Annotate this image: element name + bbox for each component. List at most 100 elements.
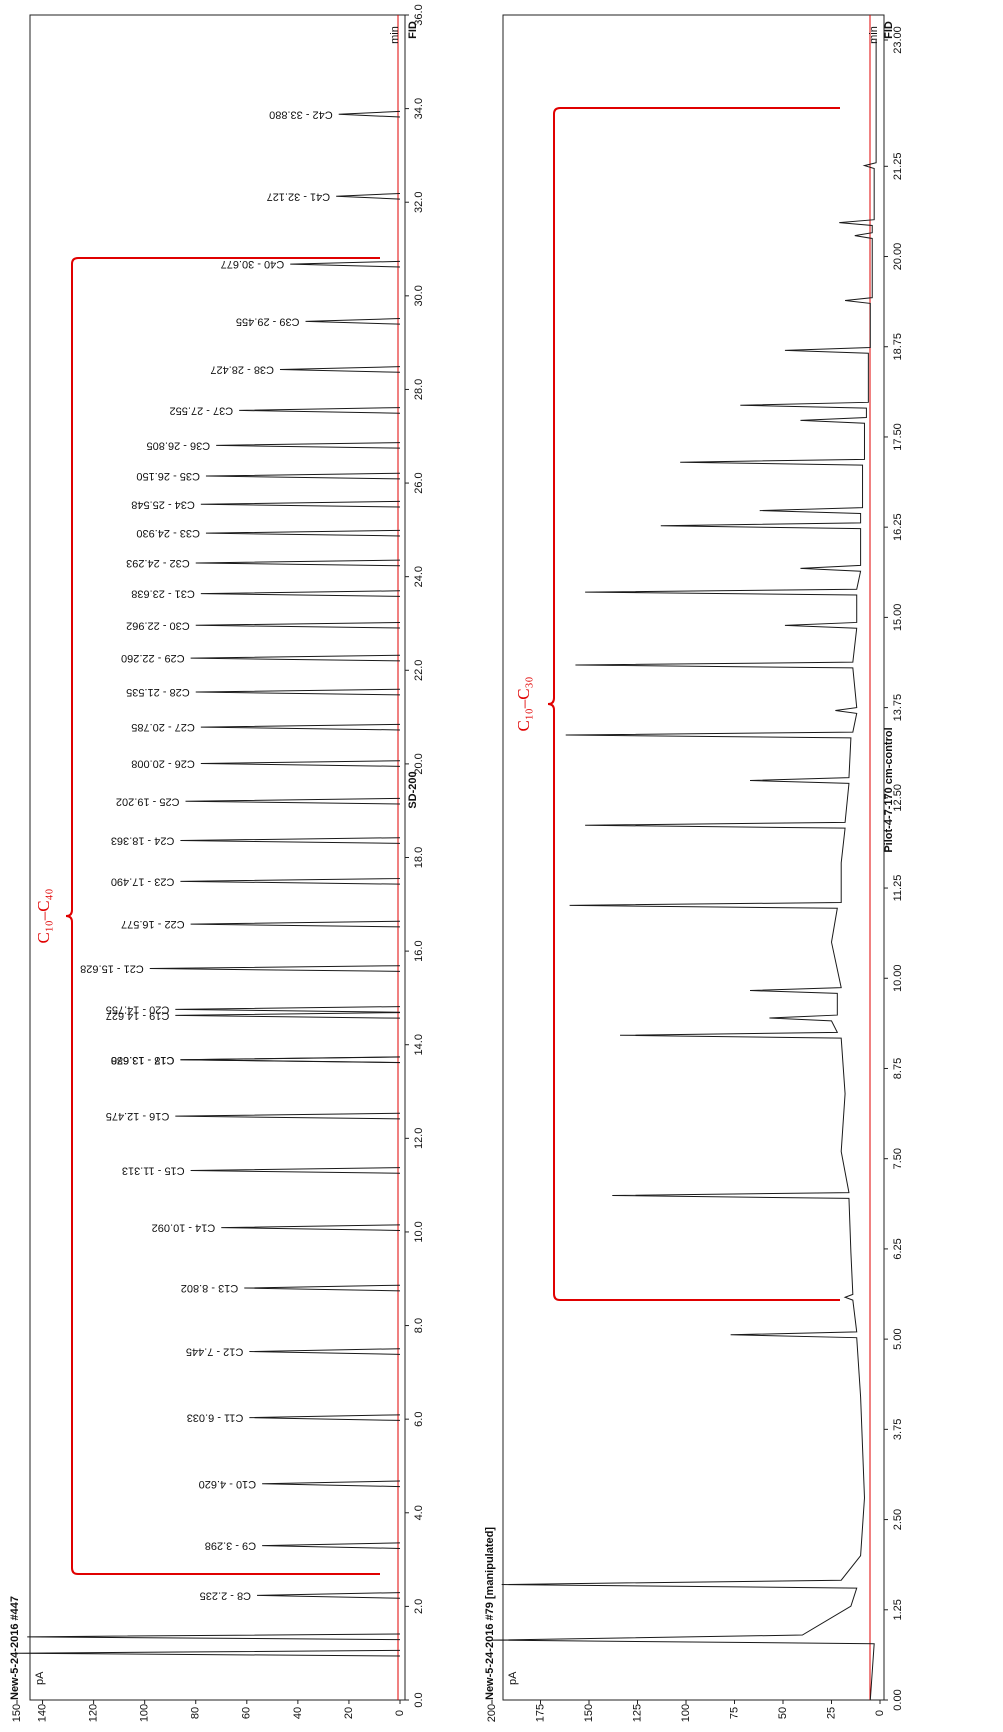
y-axis-label: pA — [507, 1671, 519, 1685]
chart-title: SD-200 — [407, 771, 419, 808]
y-tick-label: 75 — [728, 1707, 740, 1719]
y-tick-label: 100 — [680, 1704, 692, 1722]
y-tick-label: 150 — [11, 1704, 23, 1722]
peak-label: C42 - 33.880 — [269, 108, 333, 120]
peak — [216, 442, 401, 449]
peak-label: C19 - 14.627 — [106, 1009, 170, 1021]
y-tick-label: 0 — [874, 1710, 886, 1716]
y-tick-label: 80 — [190, 1707, 202, 1719]
peak — [149, 965, 401, 972]
peak-label: C36 - 26.805 — [147, 439, 211, 451]
x-tick-label: 15.00 — [892, 604, 904, 632]
peak-label: C41 - 32.127 — [267, 190, 331, 202]
peak — [257, 1592, 401, 1599]
x-tick-label: 0.0 — [413, 1692, 425, 1707]
peak-label: C11 - 6.033 — [187, 1412, 244, 1424]
y-tick-label: 60 — [241, 1707, 253, 1719]
peak-label: C25 - 19.202 — [116, 795, 180, 807]
peak-label: C16 - 12.475 — [106, 1110, 170, 1122]
x-tick-label: 5.00 — [892, 1328, 904, 1349]
x-tick-label: 36.0 — [413, 4, 425, 25]
peak — [200, 590, 401, 597]
peak-label: C24 - 18.363 — [111, 835, 175, 847]
peak — [205, 529, 401, 537]
peak-label: C8 - 2.235 — [200, 1589, 251, 1601]
x-axis-label: min — [389, 26, 401, 44]
peak-label: C35 - 26.150 — [136, 470, 200, 482]
y-tick-label: 140 — [36, 1704, 48, 1722]
peak-label: C31 - 23.638 — [131, 588, 195, 600]
peak — [175, 1012, 401, 1019]
y-axis-label: pA — [34, 1671, 46, 1685]
peak — [195, 559, 401, 567]
peak — [205, 472, 401, 480]
range-annotation: C₁₀–C₃₀ — [514, 676, 533, 731]
peak — [16, 1649, 401, 1657]
peak-label: C37 - 27.552 — [170, 405, 234, 417]
peak-label: C22 - 16.577 — [121, 918, 185, 930]
peak — [305, 318, 401, 325]
peak — [200, 723, 401, 731]
peak-label: C34 - 25.548 — [131, 498, 195, 510]
y-tick-label: 125 — [631, 1704, 643, 1722]
peak — [262, 1542, 401, 1549]
peak-label: C32 - 24.293 — [126, 557, 190, 569]
x-tick-label: 16.0 — [413, 940, 425, 961]
peak — [185, 797, 401, 805]
peak — [338, 110, 401, 118]
peak — [249, 1414, 401, 1421]
x-tick-label: 20.00 — [892, 243, 904, 271]
y-tick-label: 120 — [88, 1704, 100, 1722]
x-tick-label: 10.00 — [892, 964, 904, 992]
peak — [180, 878, 401, 885]
x-tick-label: 7.50 — [892, 1148, 904, 1169]
detector: FID — [883, 21, 895, 39]
peak — [262, 1480, 401, 1488]
bracket — [547, 107, 840, 1301]
peak — [175, 1112, 401, 1120]
peak-label: C9 - 3.298 — [205, 1540, 256, 1552]
peak-label: C29 - 22.260 — [121, 652, 185, 664]
peak-label: C10 - 4.620 — [199, 1478, 256, 1490]
plot-frame — [29, 14, 406, 1701]
x-tick-label: 18.0 — [413, 847, 425, 868]
y-tick-label: 200 — [486, 1704, 498, 1722]
peak-label: C27 - 20.785 — [131, 721, 195, 733]
x-tick-label: 11.25 — [892, 875, 904, 902]
peak — [195, 688, 401, 696]
peak — [190, 654, 401, 662]
peak — [239, 407, 401, 414]
peak — [279, 366, 401, 373]
x-tick-label: 2.50 — [892, 1509, 904, 1530]
plot-frame — [502, 14, 885, 1701]
x-tick-label: 22.0 — [413, 660, 425, 681]
x-tick-label: 20.0 — [413, 753, 425, 774]
peak — [180, 837, 401, 844]
x-tick-label: 24.0 — [413, 566, 425, 587]
y-tick-label: 20 — [343, 1707, 355, 1719]
peak — [190, 1167, 401, 1174]
peak-label: C18 - 13.680 — [111, 1054, 175, 1066]
peak-label: C30 - 22.962 — [126, 619, 190, 631]
x-tick-label: 12.0 — [413, 1128, 425, 1149]
peak — [175, 1006, 401, 1013]
x-tick-label: 26.0 — [413, 472, 425, 493]
x-tick-label: 2.0 — [413, 1599, 425, 1614]
detector: FID — [407, 21, 419, 39]
peak — [190, 920, 401, 928]
peak-label: C15 - 11.313 — [122, 1165, 185, 1177]
y-tick-label: 25 — [825, 1707, 837, 1719]
peak-label: C21 - 15.628 — [80, 963, 144, 975]
y-tick-label: 100 — [139, 1704, 151, 1722]
bracket — [65, 257, 380, 1575]
x-tick-label: 10.0 — [413, 1221, 425, 1242]
peak-label: C39 - 29.455 — [236, 315, 300, 327]
peak — [195, 621, 401, 629]
x-tick-label: 1.25 — [892, 1599, 904, 1620]
peak — [336, 192, 401, 200]
peak-label: C33 - 24.930 — [136, 527, 200, 539]
peak — [200, 760, 401, 767]
x-tick-label: 14.0 — [413, 1034, 425, 1055]
header: New-5-24-2016 #79 [manipulated] — [484, 1527, 496, 1700]
peak — [180, 1056, 401, 1064]
